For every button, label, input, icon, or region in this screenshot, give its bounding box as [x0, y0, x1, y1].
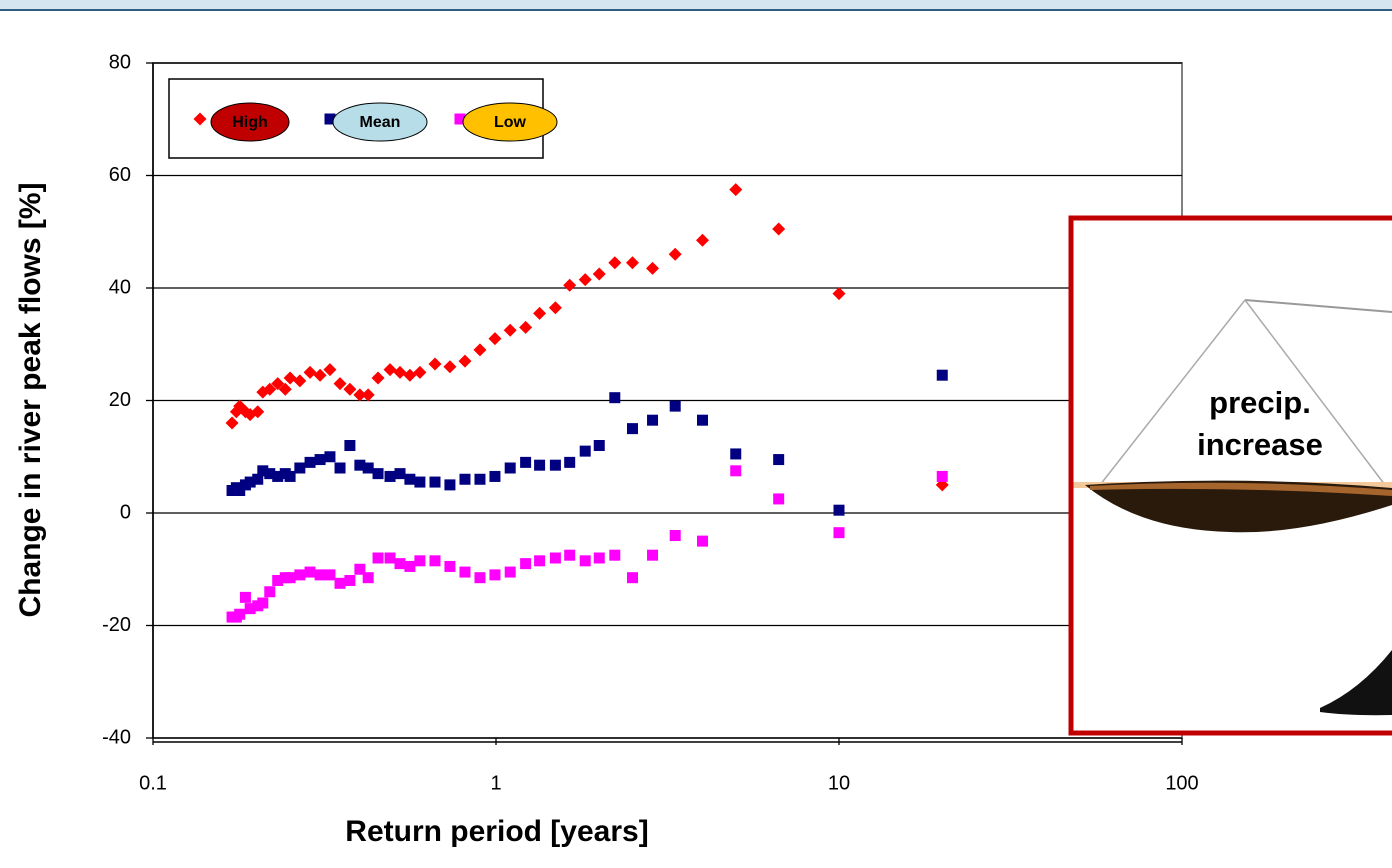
square-marker [404, 561, 415, 572]
square-marker [937, 471, 948, 482]
square-marker [395, 558, 406, 569]
legend: High Mean Low [169, 79, 557, 158]
square-marker [294, 463, 305, 474]
square-marker [773, 493, 784, 504]
square-marker [404, 474, 415, 485]
x-tick-label: 1 [490, 772, 501, 794]
square-marker [609, 550, 620, 561]
square-marker [373, 468, 384, 479]
y-tick-label: 60 [109, 164, 131, 186]
x-axis-title: Return period [years] [345, 815, 648, 848]
square-marker [324, 451, 335, 462]
square-marker [414, 477, 425, 488]
square-marker [459, 474, 470, 485]
square-marker [385, 553, 396, 564]
square-marker [257, 598, 268, 609]
inset-image [1070, 217, 1392, 735]
square-marker [520, 457, 531, 468]
square-marker [534, 460, 545, 471]
square-marker [234, 609, 245, 620]
square-marker [395, 468, 406, 479]
square-marker [550, 460, 561, 471]
square-marker [505, 463, 516, 474]
top-band [0, 0, 1392, 10]
square-marker [730, 448, 741, 459]
square-marker [627, 423, 638, 434]
square-marker [444, 479, 455, 490]
square-marker [670, 530, 681, 541]
square-marker [489, 569, 500, 580]
square-marker [564, 457, 575, 468]
square-marker [520, 558, 531, 569]
square-marker [697, 536, 708, 547]
y-tick-label: -40 [102, 726, 131, 748]
square-marker [363, 572, 374, 583]
square-marker [363, 463, 374, 474]
legend-label: Mean [360, 114, 401, 131]
square-marker [315, 569, 326, 580]
square-marker [834, 505, 845, 516]
y-axis-title: Change in river peak flows [%] [14, 182, 47, 617]
square-marker [580, 555, 591, 566]
inset-label: precip. increase [1165, 382, 1355, 466]
y-tick-label: 40 [109, 276, 131, 298]
square-marker [627, 572, 638, 583]
x-tick-label: 10 [828, 772, 850, 794]
square-marker [697, 415, 708, 426]
inset-background [1070, 217, 1392, 735]
square-marker [609, 392, 620, 403]
square-marker [444, 561, 455, 572]
square-marker [580, 446, 591, 457]
square-marker [315, 454, 326, 465]
square-marker [294, 569, 305, 580]
square-marker [647, 550, 658, 561]
square-marker [505, 567, 516, 578]
square-marker [937, 370, 948, 381]
square-marker [305, 457, 316, 468]
square-marker [474, 572, 485, 583]
square-marker [335, 463, 346, 474]
square-marker [344, 575, 355, 586]
square-marker [335, 578, 346, 589]
square-marker [773, 454, 784, 465]
square-marker [474, 474, 485, 485]
x-tick-label: 100 [1165, 772, 1198, 794]
square-marker [414, 555, 425, 566]
square-marker [730, 465, 741, 476]
square-marker [430, 477, 441, 488]
square-marker [385, 471, 396, 482]
square-marker [344, 440, 355, 451]
square-marker [594, 440, 605, 451]
square-marker [564, 550, 575, 561]
page: Return period [years] Change in river pe… [0, 0, 1392, 868]
legend-label: Low [494, 114, 527, 131]
legend-label: High [232, 114, 268, 131]
x-tick-label: 0.1 [139, 772, 167, 794]
square-marker [285, 471, 296, 482]
square-marker [305, 567, 316, 578]
square-marker [550, 553, 561, 564]
square-marker [834, 527, 845, 538]
square-marker [324, 569, 335, 580]
square-marker [670, 401, 681, 412]
square-marker [459, 567, 470, 578]
square-marker [594, 553, 605, 564]
square-marker [534, 555, 545, 566]
square-marker [264, 586, 275, 597]
square-marker [430, 555, 441, 566]
square-marker [489, 471, 500, 482]
square-marker [647, 415, 658, 426]
square-marker [373, 553, 384, 564]
y-tick-label: 0 [120, 501, 131, 523]
y-tick-label: 20 [109, 389, 131, 411]
y-tick-label: 80 [109, 51, 131, 73]
square-marker [285, 572, 296, 583]
y-tick-label: -20 [102, 614, 131, 636]
square-marker [240, 592, 251, 603]
